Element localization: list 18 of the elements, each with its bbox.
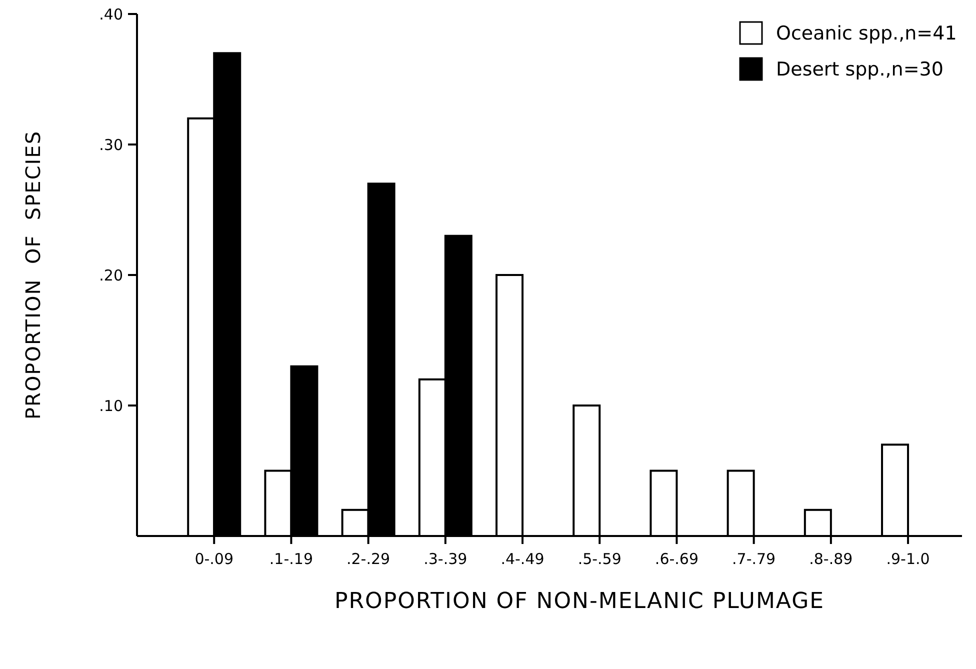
- x-tick-label: .9-1.0: [886, 550, 930, 568]
- x-tick-label: .2-.29: [346, 550, 390, 568]
- x-tick-label: 0-.09: [194, 550, 234, 568]
- legend-label: Oceanic spp.,n=41: [776, 22, 957, 45]
- x-tick-label: .6-.69: [654, 550, 699, 568]
- y-axis-title: PROPORTION OF SPECIES: [21, 130, 45, 420]
- legend-label: Desert spp.,n=30: [776, 58, 944, 81]
- x-tick-label: .8-.89: [809, 550, 853, 568]
- x-tick-label: .5-.59: [578, 550, 622, 568]
- x-tick-label: .1-.19: [269, 550, 313, 568]
- x-tick-label: .3-.39: [424, 550, 468, 568]
- y-tick-label: .10: [99, 396, 123, 415]
- x-tick-label: .4-.49: [500, 550, 544, 568]
- y-tick-label: .30: [99, 136, 123, 154]
- y-tick-label: .40: [99, 5, 123, 24]
- x-axis-title: PROPORTION OF NON-MELANIC PLUMAGE: [334, 589, 825, 614]
- y-tick-label: .20: [99, 266, 123, 284]
- x-tick-label: .7-.79: [732, 550, 776, 568]
